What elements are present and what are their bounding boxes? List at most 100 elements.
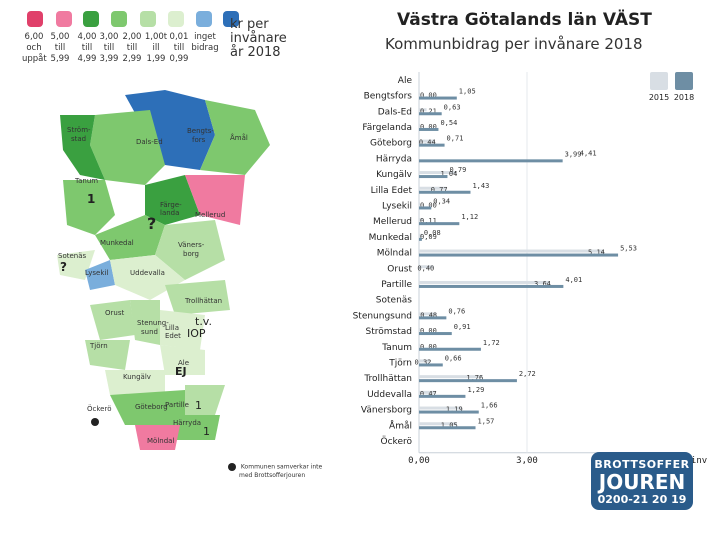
- bar-2018-21: [419, 410, 479, 414]
- map-region-fargelanda: [145, 175, 200, 225]
- value-label-2018-18: 0,66: [445, 354, 462, 362]
- map-region-sotenas: [57, 250, 95, 280]
- bar-2018-19: [419, 379, 517, 383]
- bar-2018-11: [419, 253, 619, 257]
- map-region-goteborg: [110, 390, 185, 425]
- bar-2015-19: [419, 375, 483, 379]
- bar-2015-6: [419, 171, 457, 175]
- map-region-kungalv: [105, 370, 165, 395]
- bar-2015-7: [419, 186, 447, 190]
- value-label-2018-7: 1,43: [472, 182, 489, 190]
- map-marker-ale: EJ: [175, 365, 187, 378]
- map-region-lilla-edet: [160, 310, 205, 350]
- map-region-amal: [200, 100, 270, 175]
- map-label-fargelanda: Färge-: [160, 201, 182, 209]
- legend-text-2: 4,00 till 4,99: [77, 32, 97, 64]
- value-label-2015-13: 3,64: [534, 280, 551, 288]
- series-legend-swatch-2018: [675, 72, 693, 90]
- map-label-kungalv: Kungälv: [123, 373, 151, 381]
- map-marker-lilla-edet-tv: t.v.: [195, 315, 212, 328]
- bar-2015-18: [419, 359, 431, 363]
- category-label-18: Tjörn: [388, 358, 412, 368]
- value-label-2018-2: 0,63: [444, 103, 461, 111]
- value-label-2015-20: 0,47: [420, 390, 437, 398]
- value-label-2018-5: 3,99: [565, 150, 582, 158]
- map-label-harryda: Härryda: [173, 419, 201, 427]
- legend-swatch-3: [111, 11, 127, 27]
- value-label-2015-19: 1,76: [466, 374, 483, 382]
- value-label-2018-15: 0,76: [448, 307, 465, 315]
- value-label-2018-6: 0,79: [449, 166, 466, 174]
- map-label-stenungsund-2: sund: [141, 328, 158, 336]
- map-label-tjorn: Tjörn: [89, 342, 108, 350]
- value-label-2015-10: 0,09: [420, 233, 437, 241]
- map-region-mellerud: [185, 175, 245, 225]
- value-label-2015-8: 0,00: [420, 201, 437, 209]
- value-label-2015-4: 0,44: [419, 139, 436, 147]
- map-marker-harryda: 1: [203, 425, 210, 438]
- map-label-stromstad: Ström-: [67, 126, 91, 134]
- bar-2015-11: [419, 249, 605, 253]
- category-label-11: Mölndal: [377, 249, 412, 259]
- category-label-22: Åmål: [389, 419, 412, 431]
- bar-2018-7: [419, 190, 471, 194]
- category-label-5: Härryda: [376, 154, 412, 164]
- x-tick-label-0: 0,00: [408, 456, 430, 466]
- map-region-lysekil: [85, 260, 115, 290]
- x-tick-label-1: 3,00: [516, 456, 538, 466]
- map-marker-lilla-edet-iop: IOP: [187, 327, 206, 340]
- value-label-2018-1: 1,05: [459, 88, 476, 96]
- bar-2018-6: [419, 175, 448, 179]
- bar-2018-10: [419, 237, 422, 241]
- series-legend-label-2018: 2018: [674, 93, 694, 102]
- legend-text-0: 6,00 och uppåt: [22, 32, 47, 64]
- map-label-munkedal: Munkedal: [100, 239, 134, 247]
- category-label-23: Öckerö: [381, 436, 413, 447]
- map-region-munkedal: [95, 215, 165, 260]
- category-label-10: Munkedal: [369, 233, 412, 243]
- category-label-9: Mellerud: [373, 217, 412, 227]
- bar-2015-1: [419, 92, 420, 96]
- map-region-dals-ed: [90, 110, 165, 185]
- legend-swatch-1: [56, 11, 72, 27]
- value-label-2018-21: 1,66: [481, 402, 498, 410]
- bar-2015-4: [419, 139, 435, 143]
- bar-2015-21: [419, 406, 462, 410]
- legend-swatch-6: [196, 11, 212, 27]
- map-region-vanersborg: [155, 220, 225, 280]
- bar-2018-13: [419, 284, 564, 288]
- bar-2018-8: [419, 206, 432, 210]
- map-label-uddevalla: Uddevalla: [130, 269, 165, 277]
- map-region-stromstad: [60, 115, 105, 180]
- map-marker-sotenas: ?: [60, 260, 67, 274]
- map-label-stenungsund: Stenung-: [137, 319, 169, 327]
- bar-2015-15: [419, 312, 437, 316]
- bar-2018-15: [419, 316, 447, 320]
- legend-text-5: 1,00t ill 1,99: [144, 32, 168, 64]
- map-label-lilla-edet-2: Edet: [165, 332, 181, 340]
- value-label-2015-6: 1,04: [440, 170, 457, 178]
- category-label-20: Uddevalla: [367, 390, 412, 400]
- map-label-vanersborg-2: borg: [183, 250, 199, 258]
- legend-text-6: 0,01 till 0,99: [169, 32, 189, 64]
- map-label-fargelanda-2: landa: [160, 209, 179, 217]
- map-region-partille: [185, 385, 225, 415]
- map-label-partille: Partille: [165, 401, 189, 409]
- map-region-bengtsfors: [125, 90, 215, 170]
- value-label-2018-11: 5,53: [620, 245, 637, 253]
- map-marker-ockero: [91, 418, 99, 426]
- map-region-trollhattan: [165, 280, 230, 315]
- value-label-2018-19: 2,72: [519, 370, 536, 378]
- page-subtitle: Kommunbidrag per invånare 2018: [385, 35, 643, 53]
- value-label-2015-9: 0,11: [420, 217, 437, 225]
- bar-2018-3: [419, 127, 439, 131]
- category-label-7: Lilla Edet: [371, 186, 413, 196]
- map-marker-fargelanda: ?: [147, 214, 156, 233]
- legend-swatch-0: [27, 11, 43, 27]
- map-label-goteborg: Göteborg: [135, 403, 168, 411]
- category-label-6: Kungälv: [376, 170, 413, 180]
- value-label-2018-4: 0,71: [447, 135, 464, 143]
- map-region-tjorn: [85, 340, 130, 370]
- value-label-2015-2: 0,21: [420, 107, 437, 115]
- value-label-2018-22: 1,57: [478, 417, 495, 425]
